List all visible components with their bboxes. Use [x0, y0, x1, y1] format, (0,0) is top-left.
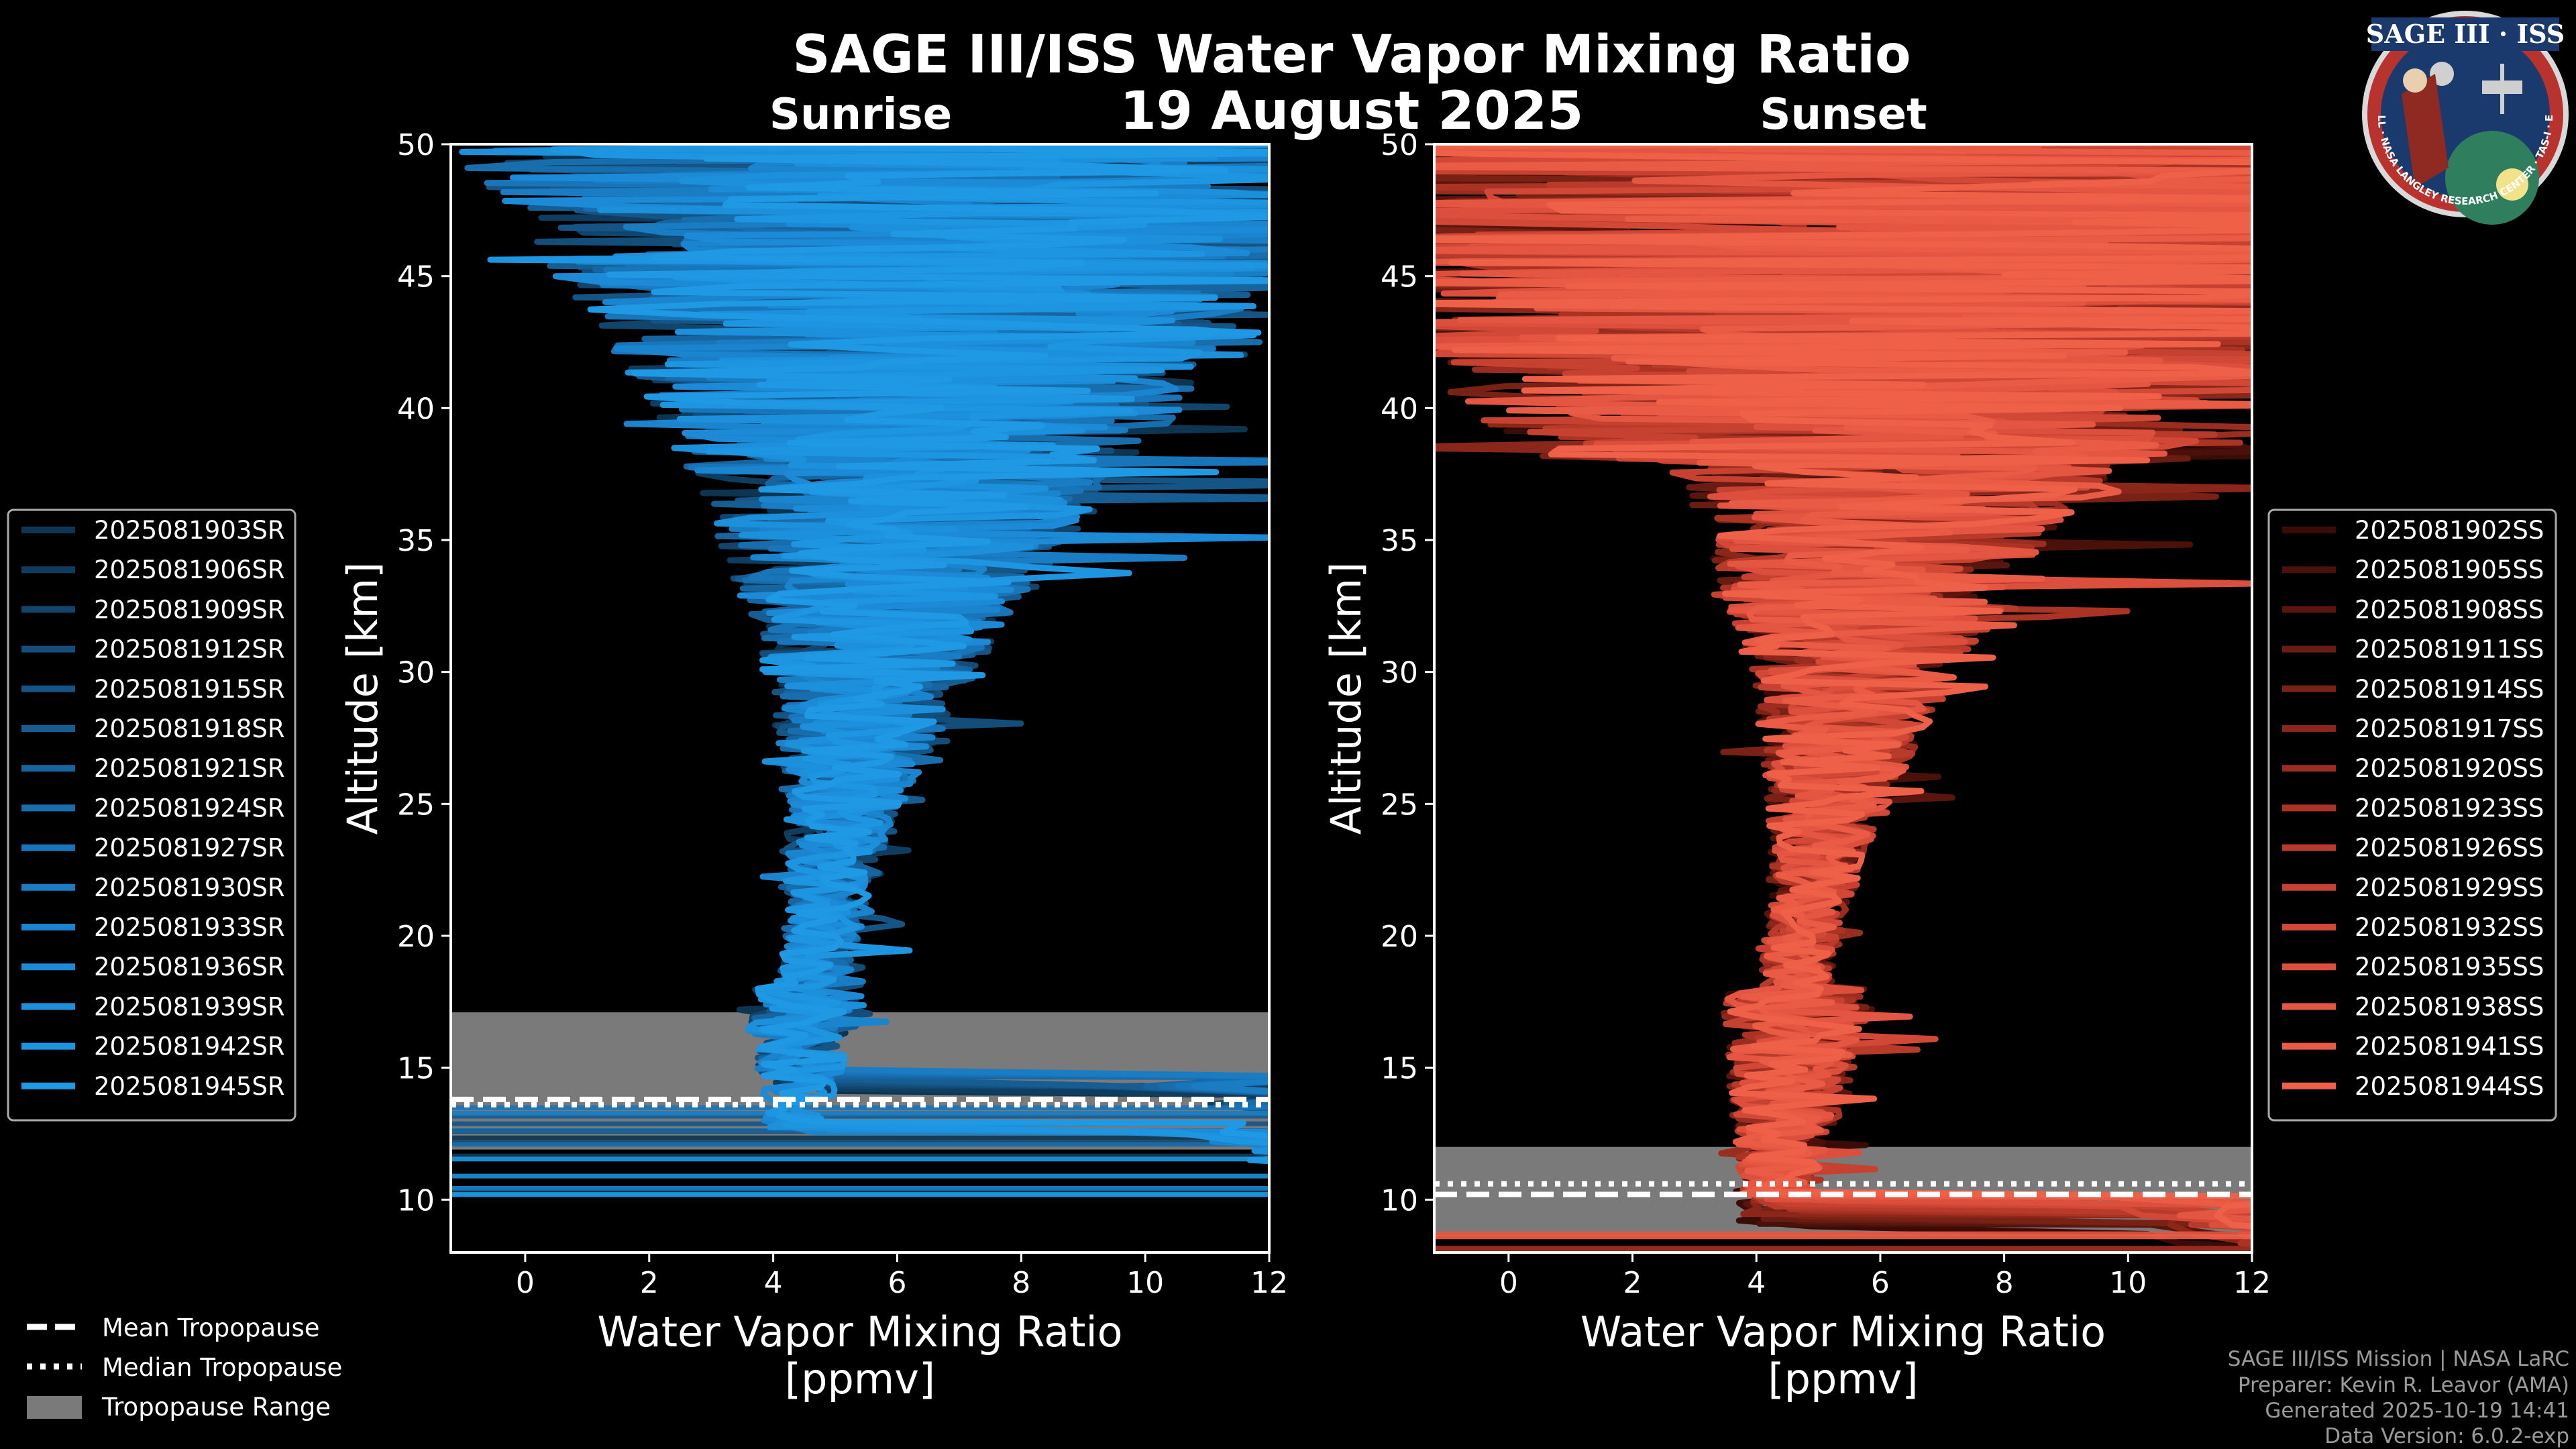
legend-label: 2025081924SR — [94, 794, 285, 822]
y-tick-label: 45 — [1381, 260, 1418, 294]
y-tick-label: 50 — [397, 128, 435, 162]
legend-box — [7, 508, 297, 1122]
sunrise-panel: 0 2 4 6 8 10 12 10 15 20 25 30 35 40 45 50 Water Vapor M… — [338, 128, 1288, 1403]
x-tick-label: 12 — [2233, 1266, 2271, 1300]
y-tick-label: 10 — [1381, 1183, 1418, 1218]
legend-label: 2025081914SS — [2355, 675, 2544, 704]
tropopause-range-label: Tropopause Range — [101, 1393, 331, 1421]
tropopause-range-swatch — [27, 1396, 82, 1419]
x-tick-label: 2 — [1623, 1266, 1642, 1300]
legend-label: 2025081912SR — [94, 635, 285, 664]
credit-line: SAGE III/ISS Mission | NASA LaRC — [2228, 1347, 2569, 1371]
x-tick-label: 6 — [888, 1266, 906, 1300]
y-tick-label: 20 — [397, 920, 435, 954]
legend-label: 2025081909SR — [94, 595, 285, 624]
x-tick-label: 12 — [1250, 1266, 1288, 1300]
x-tick-label: 10 — [1126, 1266, 1164, 1300]
x-tick-label: 10 — [2109, 1266, 2147, 1300]
figure-date: 19 August 2025 — [1120, 81, 1584, 142]
plot-area — [1434, 144, 2252, 1252]
credit-line: Data Version: 6.0.2-exp — [2324, 1424, 2569, 1448]
legend-label: 2025081903SR — [94, 516, 285, 545]
legend-label: 2025081921SR — [94, 754, 285, 783]
y-tick-label: 30 — [1381, 656, 1418, 690]
legend-label: 2025081920SS — [2355, 754, 2544, 783]
y-tick-label: 10 — [397, 1183, 435, 1218]
logo-text: SAGE III · ISS — [2366, 19, 2565, 49]
median-tropopause-label: Median Tropopause — [102, 1353, 342, 1382]
legend-label: 2025081944SS — [2355, 1072, 2544, 1101]
profile-line-2025081938SS — [1434, 144, 2252, 1222]
legend-label: 2025081908SS — [2355, 595, 2544, 624]
legend-label: 2025081911SS — [2355, 635, 2544, 664]
figure-title: SAGE III/ISS Water Vapor Mixing Ratio — [792, 25, 1911, 85]
x-tick-label: 8 — [1012, 1266, 1030, 1300]
y-tick-label: 25 — [397, 788, 435, 822]
legend-label: 2025081902SS — [2355, 516, 2544, 545]
legend-label: 2025081929SS — [2355, 873, 2544, 902]
y-tick-label: 15 — [397, 1052, 435, 1086]
x-tick-label: 2 — [640, 1266, 659, 1300]
legend-label: 2025081905SS — [2355, 555, 2544, 584]
earth-icon — [2445, 131, 2539, 225]
tropopause-legend: Mean Tropopause Median Tropopause Tropop… — [27, 1313, 342, 1421]
legend-label: 2025081927SR — [94, 834, 285, 863]
legend-label: 2025081917SS — [2355, 714, 2544, 743]
sunset-subtitle: Sunset — [1760, 90, 1927, 140]
legend-label: 2025081923SS — [2355, 794, 2544, 822]
x-tick-label: 8 — [1995, 1266, 2014, 1300]
y-tick-label: 40 — [397, 392, 435, 426]
x-tick-label: 4 — [764, 1266, 783, 1300]
legend-label: 2025081935SS — [2355, 953, 2544, 981]
x-tick-label: 0 — [1499, 1266, 1518, 1300]
legend-label: 2025081945SR — [94, 1072, 285, 1101]
legend-label: 2025081939SR — [94, 992, 285, 1021]
y-tick-label: 25 — [1381, 788, 1418, 822]
y-tick-label: 20 — [1381, 920, 1418, 954]
y-axis-label: Altitude [km] — [1322, 562, 1371, 835]
y-tick-label: 50 — [1381, 128, 1418, 162]
legend-label: 2025081926SS — [2355, 834, 2544, 863]
legend-label: 2025081906SR — [94, 555, 285, 584]
legend-label: 2025081918SR — [94, 714, 285, 743]
y-tick-label: 15 — [1381, 1052, 1418, 1086]
x-tick-label: 0 — [516, 1266, 535, 1300]
legend-box — [2267, 508, 2557, 1122]
y-axis-label: Altitude [km] — [338, 562, 387, 835]
mean-tropopause-label: Mean Tropopause — [102, 1313, 320, 1342]
x-axis-label: [ppmv] — [1768, 1354, 1918, 1403]
x-axis-label: Water Vapor Mixing Ratio — [597, 1307, 1122, 1356]
x-axis-label: [ppmv] — [785, 1354, 935, 1403]
credits: SAGE III/ISS Mission | NASA LaRC Prepare… — [2228, 1347, 2569, 1448]
x-tick-label: 4 — [1747, 1266, 1766, 1300]
profile-line-2025081945SR — [587, 144, 1269, 1140]
x-axis-label: Water Vapor Mixing Ratio — [1580, 1307, 2106, 1356]
legend-label: 2025081938SS — [2355, 992, 2544, 1021]
sunset-legend: 2025081902SS 2025081905SS 2025081908SS 2025… — [2267, 508, 2557, 1122]
sunset-panel: 0 2 4 6 8 10 12 10 15 20 25 30 35 40 45 50 Water Vapor M… — [1322, 128, 2271, 1403]
legend-label: 2025081941SS — [2355, 1032, 2544, 1061]
axes-frame — [1433, 143, 2253, 1254]
axes-frame — [449, 143, 1271, 1254]
legend-label: 2025081942SR — [94, 1032, 285, 1061]
legend-label: 2025081933SR — [94, 913, 285, 942]
plot-area — [451, 144, 1269, 1197]
legend-label: 2025081915SR — [94, 675, 285, 704]
legend-label: 2025081932SS — [2355, 913, 2544, 942]
y-tick-label: 40 — [1381, 392, 1418, 426]
y-tick-label: 45 — [397, 260, 435, 294]
profile-line-2025081944SS — [1434, 144, 2252, 1230]
sunrise-legend: 2025081903SR 2025081906SR 2025081909SR 2025… — [7, 508, 297, 1122]
x-tick-label: 6 — [1871, 1266, 1890, 1300]
credit-line: Generated 2025-10-19 14:41 — [2265, 1399, 2569, 1423]
credit-line: Preparer: Kevin R. Leavor (AMA) — [2238, 1373, 2569, 1397]
y-tick-label: 30 — [397, 656, 435, 690]
y-tick-label: 35 — [397, 524, 435, 558]
legend-label: 2025081930SR — [94, 873, 285, 902]
y-tick-label: 35 — [1381, 524, 1418, 558]
sunrise-subtitle: Sunrise — [769, 90, 952, 140]
legend-label: 2025081936SR — [94, 953, 285, 981]
